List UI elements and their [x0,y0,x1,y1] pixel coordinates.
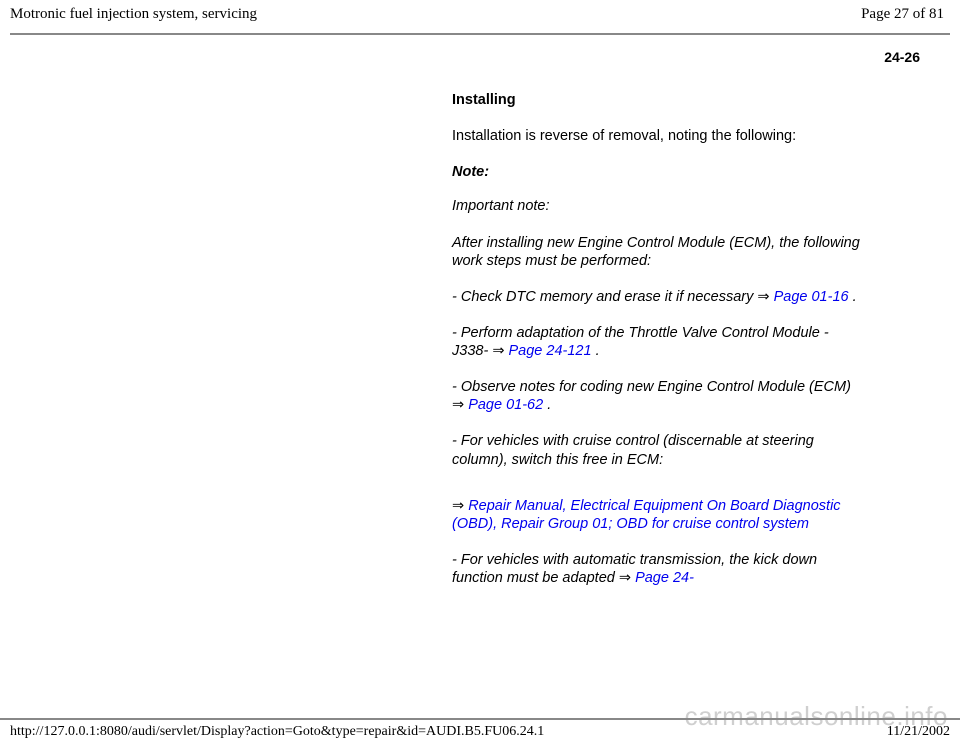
step-1-post: . [849,289,857,305]
page-link-24[interactable]: Page 24- [635,570,694,586]
page-indicator: Page 27 of 81 [861,6,944,23]
intro-paragraph: Installation is reverse of removal, noti… [452,127,860,145]
step-item-4: - For vehicles with cruise control (disc… [452,432,860,468]
repair-manual-link[interactable]: Repair Manual, Electrical Equipment On B… [452,498,841,532]
page-footer: http://127.0.0.1:8080/audi/servlet/Displ… [0,718,960,742]
step-item-1: - Check DTC memory and erase it if neces… [452,288,860,306]
page-link-24-121[interactable]: Page 24-121 [509,343,592,359]
page-header: Motronic fuel injection system, servicin… [0,0,960,29]
section-heading: Installing [452,91,860,109]
step-item-5: - For vehicles with automatic transmissi… [452,551,860,587]
page-link-01-16[interactable]: Page 01-16 [774,289,849,305]
arrow-icon: ⇒ [492,343,504,359]
step-1-text: - Check DTC memory and erase it if neces… [452,289,757,305]
note-label: Note: [452,163,860,181]
document-title: Motronic fuel injection system, servicin… [10,6,257,23]
footer-url: http://127.0.0.1:8080/audi/servlet/Displ… [10,724,544,740]
page-reference-number: 24-26 [0,35,960,65]
arrow-icon: ⇒ [619,570,631,586]
arrow-icon: ⇒ [757,289,769,305]
step-3-post: . [543,397,551,413]
step-3-text: - Observe notes for coding new Engine Co… [452,379,851,395]
step-item-2: - Perform adaptation of the Throttle Val… [452,324,860,360]
arrow-icon: ⇒ [452,397,464,413]
footer-date: 11/21/2002 [887,724,950,740]
after-install-paragraph: After installing new Engine Control Modu… [452,234,860,270]
reference-block: ⇒ Repair Manual, Electrical Equipment On… [452,497,860,533]
important-note: Important note: [452,197,860,215]
arrow-icon: ⇒ [452,498,464,514]
content-column: Installing Installation is reverse of re… [452,91,860,587]
page-link-01-62[interactable]: Page 01-62 [468,397,543,413]
step-2-post: . [592,343,600,359]
step-item-3: - Observe notes for coding new Engine Co… [452,378,860,414]
